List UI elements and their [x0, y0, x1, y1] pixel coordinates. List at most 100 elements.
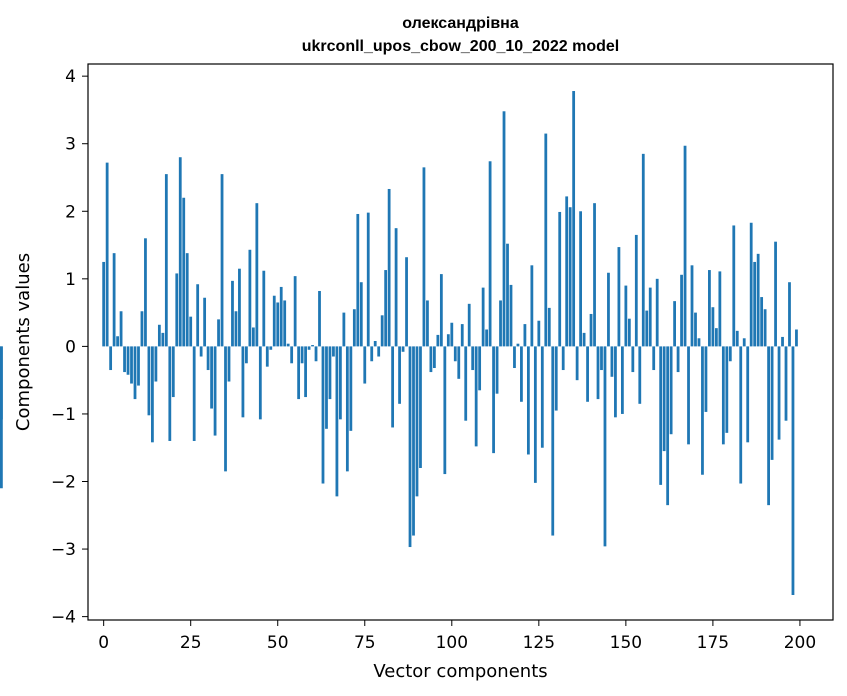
bar [339, 346, 342, 420]
bar [725, 346, 729, 433]
bar [384, 270, 388, 347]
bar [321, 346, 325, 484]
bar [627, 318, 631, 347]
x-axis-label: Vector components [373, 661, 547, 682]
bar [304, 346, 307, 398]
y-axis-ticks: −4 −3 −2 −1 0 1 2 3 4 [51, 67, 88, 628]
bar [182, 197, 186, 347]
bar [603, 346, 607, 547]
bar [607, 272, 610, 347]
bar [652, 346, 656, 371]
y-axis-label: Components values [13, 253, 34, 431]
bar [582, 332, 586, 347]
bar [119, 311, 123, 347]
bar [300, 346, 304, 364]
bar [450, 322, 454, 347]
bar [328, 346, 332, 400]
bar [718, 271, 722, 347]
bar [464, 346, 468, 421]
bar [276, 302, 280, 347]
y-tick-label: −1 [51, 405, 76, 425]
chart-subtitle: ukrconll_upos_cbow_200_10_2022 model [302, 38, 619, 55]
bar [314, 346, 318, 362]
bar [189, 316, 193, 347]
bar [398, 346, 401, 404]
bar [109, 346, 113, 371]
bar [311, 345, 314, 347]
y-tick-label: 1 [65, 270, 76, 290]
x-tick-label: 50 [267, 633, 289, 653]
bar [290, 346, 294, 364]
bar [422, 167, 426, 347]
bar [203, 297, 207, 347]
bar [227, 346, 231, 382]
x-tick-label: 0 [98, 633, 109, 653]
bar [151, 346, 154, 443]
bar [662, 346, 666, 452]
bar [140, 311, 144, 347]
bar [168, 346, 172, 441]
bar [262, 270, 266, 347]
bar [520, 346, 523, 402]
bar [116, 336, 119, 347]
x-tick-label: 100 [436, 633, 468, 653]
bar [366, 212, 370, 347]
bar [624, 285, 628, 347]
bar [429, 346, 433, 373]
bar [638, 346, 642, 404]
bar [614, 346, 617, 418]
bar [373, 340, 377, 347]
bar [763, 309, 767, 347]
bar [234, 311, 238, 347]
x-tick-label: 150 [610, 633, 642, 653]
bar [415, 346, 419, 497]
bar [478, 346, 482, 391]
bar [509, 284, 513, 347]
bar [537, 320, 541, 347]
bar [586, 346, 589, 402]
bar [711, 307, 715, 347]
bar [332, 346, 335, 357]
bar [756, 253, 760, 347]
bar [739, 346, 743, 484]
bar [269, 346, 273, 350]
bar [391, 346, 395, 428]
bar [325, 346, 328, 429]
bar [701, 346, 704, 475]
bar [533, 346, 537, 483]
bar [123, 346, 126, 373]
bar [620, 346, 624, 414]
bar [589, 313, 593, 347]
x-axis-ticks: 0 25 50 75 100 125 150 175 200 [98, 620, 816, 653]
bar [474, 346, 478, 447]
x-tick-label: 200 [784, 633, 816, 653]
bar [499, 300, 502, 347]
bar [506, 243, 509, 347]
bar [568, 207, 572, 347]
bar [791, 346, 795, 595]
bar [742, 338, 746, 347]
bar [220, 174, 224, 347]
bar [105, 162, 109, 347]
x-tick-label: 175 [697, 633, 729, 653]
bar [258, 346, 262, 420]
bar [224, 346, 227, 472]
bar [687, 346, 690, 445]
bar [784, 346, 788, 421]
bar [673, 301, 676, 347]
bar [795, 329, 798, 347]
bar [231, 280, 234, 347]
bar [540, 346, 544, 448]
bar [370, 346, 374, 362]
bar [732, 225, 736, 347]
bar [694, 312, 697, 347]
bar [600, 346, 603, 371]
bar [171, 346, 175, 398]
bar [774, 241, 777, 347]
bar [245, 346, 248, 364]
bar [352, 309, 356, 347]
bar [770, 346, 774, 460]
y-tick-label: −2 [51, 473, 76, 493]
bar [645, 310, 649, 347]
bar [318, 290, 321, 347]
